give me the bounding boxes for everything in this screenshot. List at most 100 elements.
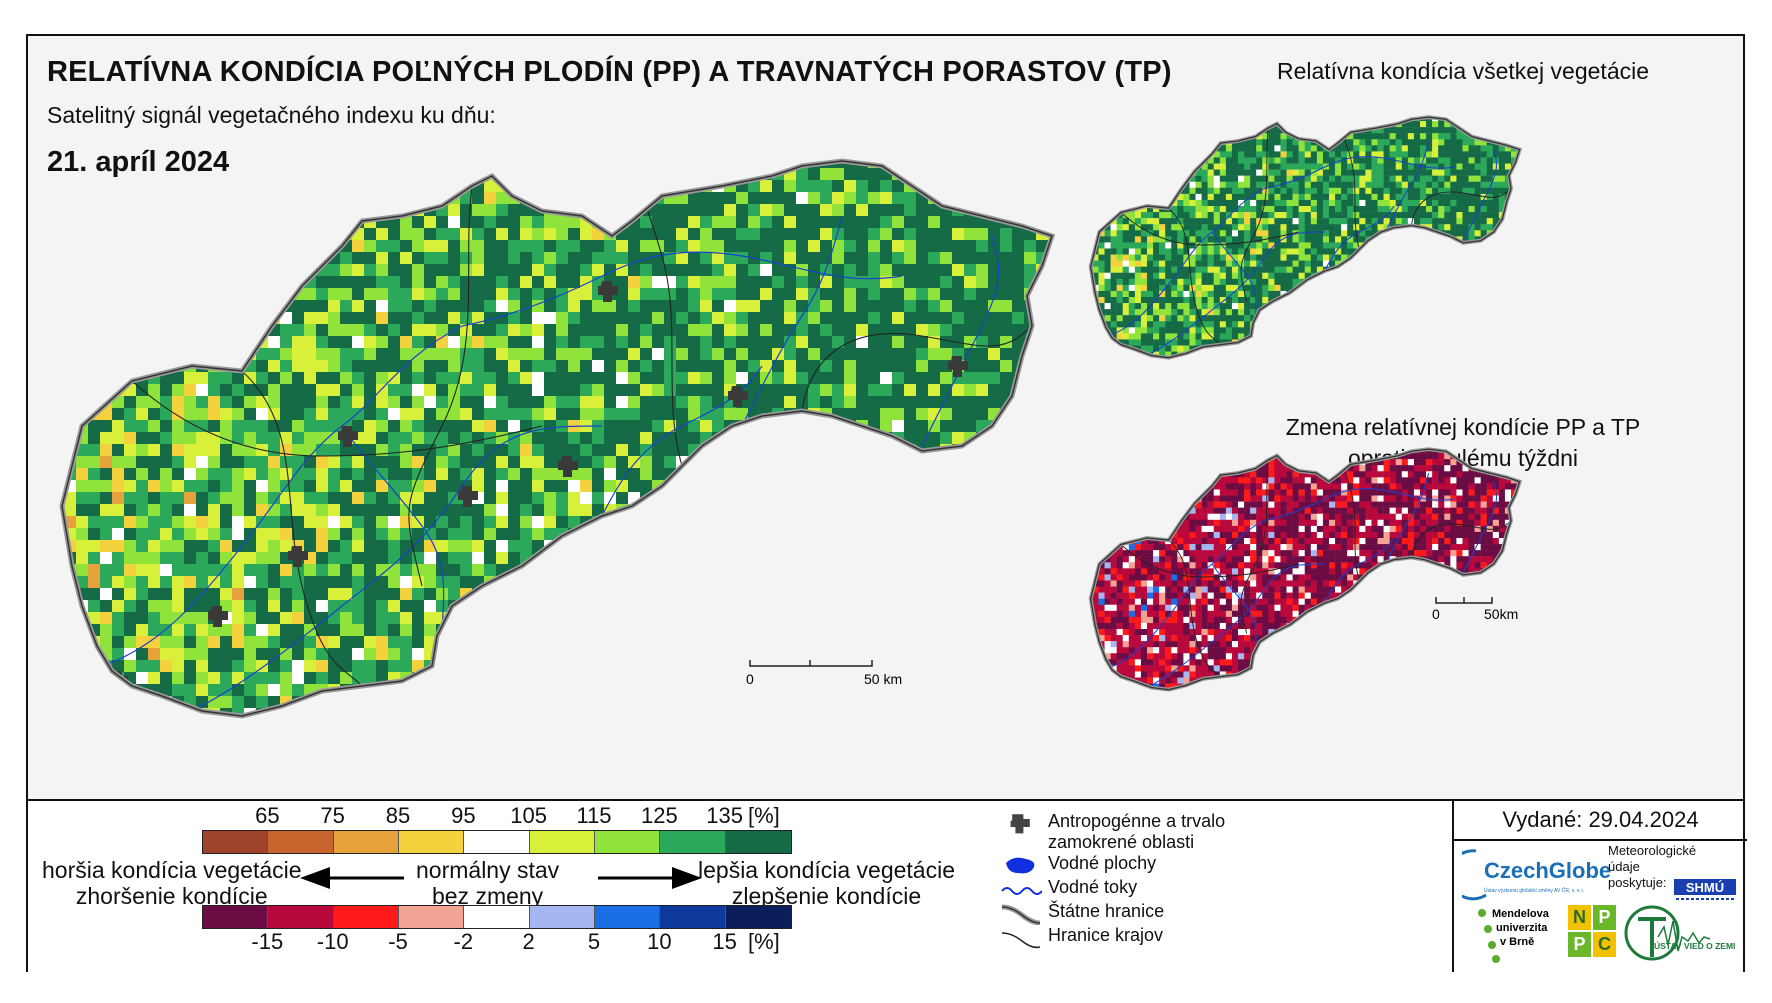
main-map-cell [652,516,665,529]
main-map-cell [760,720,773,726]
main-map-cell [292,684,305,697]
vegetation-inset-cell [1171,139,1178,146]
main-map-cell [832,612,845,625]
main-map-cell [64,672,77,685]
main-map-cell [892,564,905,577]
main-map-cell [616,324,629,337]
vegetation-inset-cell [1116,127,1123,134]
main-map-cell [640,564,653,577]
main-map-cell [268,168,281,181]
main-map-cell [1048,300,1052,313]
main-map-cell [688,696,701,709]
vegetation-inset-cell [1090,163,1093,170]
main-map-cell [160,240,173,253]
main-map-cell [100,468,113,481]
main-map-cell [304,384,317,397]
main-map-cell [532,384,545,397]
vegetation-inset-cell [1231,181,1239,189]
vegetation-inset-cell [1213,181,1221,189]
main-map-cell [256,720,269,726]
main-map-cell [268,288,281,301]
main-map-cell [820,204,833,217]
main-map-cell [628,696,641,709]
vegetation-inset-cell [1492,175,1500,182]
main-map-cell [376,696,389,709]
main-map-cell [1024,384,1037,397]
main-map-cell [232,456,245,469]
vegetation-inset-cell [1359,117,1366,122]
main-map-cell [172,468,185,481]
vegetation-inset-cell [1165,163,1172,170]
main-map-cell [928,312,941,325]
main-map-cell [448,468,461,481]
main-map-cell [544,161,557,169]
vegetation-inset-cell [1189,157,1196,164]
main-map-cell [616,528,629,541]
main-map-cell [472,612,485,625]
main-map-cell [772,492,785,505]
main-map-cell [556,612,569,625]
main-map-cell [628,420,641,433]
main-map-cell [616,708,629,716]
main-map-cell [964,684,977,697]
vegetation-inset-cell [1413,127,1421,134]
main-map-cell [640,540,653,553]
main-map-cell [256,180,269,193]
main-map-cell [676,288,689,301]
vegetation-inset-cell [1213,157,1221,164]
main-map-cell [760,612,773,625]
main-map-cell [808,384,821,397]
main-map-cell [916,456,929,469]
main-map-cell [280,348,293,361]
main-map-cell [172,264,185,277]
main-map-cell [484,708,497,716]
main-map-cell [412,456,425,469]
main-map-cell [856,468,869,481]
main-map-cell [220,660,233,673]
main-map-cell [940,312,953,325]
main-map-cell [976,192,989,205]
main-map-cell [1024,528,1037,541]
main-map-cell [436,648,449,661]
main-map-cell [736,720,749,726]
main-map-cell [244,420,257,433]
vegetation-inset-cell [1274,169,1281,176]
main-map-cell [76,288,89,301]
main-map-cell [856,204,869,217]
main-map-cell [904,516,917,529]
main-map-cell [772,240,785,253]
vegetation-inset-cell [1401,133,1409,140]
main-map-cell [448,576,461,589]
vegetation-inset-cell [1153,163,1160,170]
main-map-cell [532,240,545,253]
vegetation-inset-cell [1238,163,1245,170]
main-map-cell [988,384,1001,397]
main-map-cell [1060,684,1062,697]
main-map-cell [424,324,437,337]
main-map-cell [832,432,845,445]
main-map-cell [868,636,881,649]
vegetation-inset-cell [1329,169,1336,176]
main-map-cell [112,468,125,481]
vegetation-inset-cell [1335,145,1342,152]
vegetation-inset-cell [1371,175,1378,182]
main-map-cell [64,360,77,373]
main-map-cell [88,660,101,673]
main-map-cell [136,648,149,661]
main-map-cell [544,552,557,565]
vegetation-inset-cell [1462,151,1469,158]
main-map-cell [676,204,689,217]
main-map-cell [844,161,857,169]
vegetation-inset-cell [1134,145,1142,152]
vegetation-inset-cell [1128,151,1136,158]
main-map-cell [244,288,257,301]
main-map-cell [928,516,941,529]
main-map-cell [136,336,149,349]
main-map-cell [580,660,593,673]
main-map-cell [736,552,749,565]
main-map-cell [280,600,293,613]
main-map-cell [292,240,305,253]
main-map-cell [580,384,593,397]
main-map-cell [136,204,149,217]
vegetation-inset-cell [1383,145,1390,152]
